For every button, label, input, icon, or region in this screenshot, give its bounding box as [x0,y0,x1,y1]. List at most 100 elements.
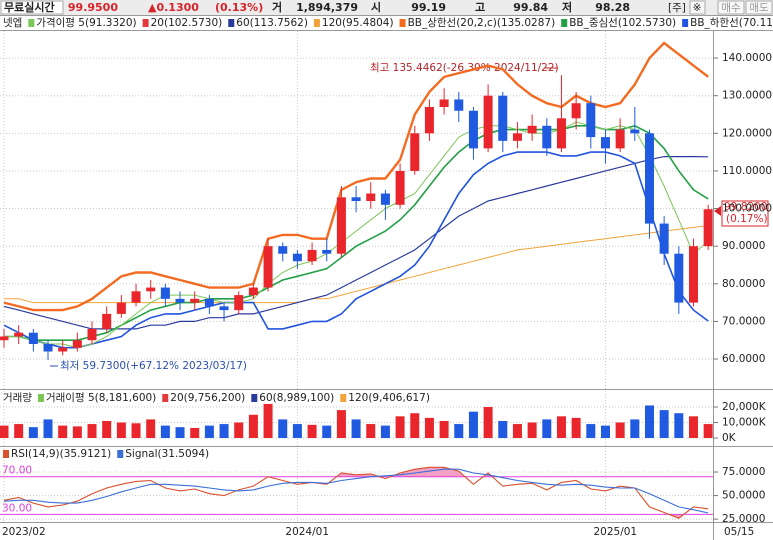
volume: 1,894,379 [296,1,358,14]
legend-label: 120(9,406,617) [348,392,430,404]
candle-body [512,133,522,141]
candle-body [600,137,610,149]
volume-bar [248,414,258,438]
x-tick-label: 2024/01 [285,526,329,538]
candle-body [395,170,405,205]
sell-label[interactable]: 매도 [749,2,769,14]
candle-body [307,249,317,262]
volume-bar [615,422,625,438]
legend-label: 60(8,989,100) [259,392,334,404]
high: 99.84 [513,1,548,14]
sell-button[interactable] [745,0,773,15]
rsi-line [3,466,709,519]
indicator-line [4,124,709,341]
candle-body [204,298,214,307]
candle-body [248,287,258,296]
indicator-line [4,121,709,349]
volume-bar [542,419,552,438]
candle-body [28,332,38,344]
candle-body [292,253,302,262]
volume-bar [366,424,376,438]
end-date: 05/15 [724,526,754,538]
volume-bar [190,427,200,438]
volume-bar [234,422,244,438]
legend-label: BB_중심선(102.5730) [569,17,676,29]
candle-body [439,99,449,107]
change: ▲0.1300 [148,1,199,14]
candle-body [102,313,112,329]
top-bar [0,0,773,15]
volume-bar [322,425,332,438]
y-tick-label: 25.0000 [722,513,765,525]
volume-bar [688,416,698,438]
candle-body [674,253,684,303]
candle-body [380,193,390,205]
legend-swatch [251,394,258,402]
legend-swatch [37,394,44,402]
candle-body [43,343,53,352]
y-tick-label: 0K [722,432,737,444]
candle-body [644,133,654,224]
candle-body [542,125,552,149]
legend-swatch [228,19,235,27]
y-tick-label: 110.0000 [722,165,772,177]
volume-bar [292,424,302,438]
settings-button[interactable] [689,0,706,15]
volume-bar [87,424,97,438]
indicator-line [3,41,709,312]
volume-bar [410,413,420,438]
legend-label: 20(9,756,200) [170,392,245,404]
candle-body [190,298,200,303]
volume-bar [28,427,38,438]
y-tick-label: 75.0000 [722,466,765,478]
candle-body [468,110,478,149]
volume-bar [131,423,141,438]
buy-button[interactable] [717,0,745,15]
volume-bar [483,407,493,438]
legend-swatch [117,450,124,458]
candle-body [659,223,669,254]
legend-swatch [561,19,568,27]
candle-body [72,340,82,348]
volume-bar [160,425,170,438]
candle-body [424,106,434,134]
volume-bar [674,413,684,438]
volume-bar [116,422,126,438]
volume-bar [439,420,449,438]
legend-label: 넷엡 [3,17,22,29]
y-tick-label: 100.0000 [722,203,772,215]
candle-body [571,103,581,119]
volume-bar [527,422,537,438]
last-price: 99.8200 [724,201,767,213]
last-change: (0.17%) [726,213,768,225]
x-tick-label: 2025/01 [593,526,637,538]
y-tick-label: 130.0000 [722,90,772,102]
legend-label: BB_상한선(20,2,c)(135.0287) [408,17,556,29]
legend-label: RSI(14,9)(35.9121) [11,448,111,460]
candle-body [219,306,229,311]
y-tick-label: 10,000K [722,417,767,429]
legend-swatch [28,19,35,27]
x-tick-label: 2023/02 [2,526,46,538]
candle-body [175,298,185,303]
volume-bar [58,425,68,438]
settings-icon[interactable]: ※ [693,2,702,14]
legend-label: 가격이평 5(91.3320) [36,16,136,29]
legend-label: 20(102.5730) [151,17,223,29]
volume-bar [468,411,478,438]
market: [주] [668,2,686,14]
last-price-box [721,200,769,227]
buy-label[interactable]: 매수 [721,2,741,14]
volume-bar [219,424,229,438]
volume-bar [175,427,185,438]
candle-body [366,193,376,202]
open-label: 시 [371,1,381,14]
candle-body [116,302,126,314]
candle-body [14,332,24,337]
y-tick-label: 20,000K [722,401,767,413]
volume-bar [454,424,464,438]
volume-bar [424,417,434,438]
candle-body [454,99,464,111]
volume-bar [556,416,566,438]
